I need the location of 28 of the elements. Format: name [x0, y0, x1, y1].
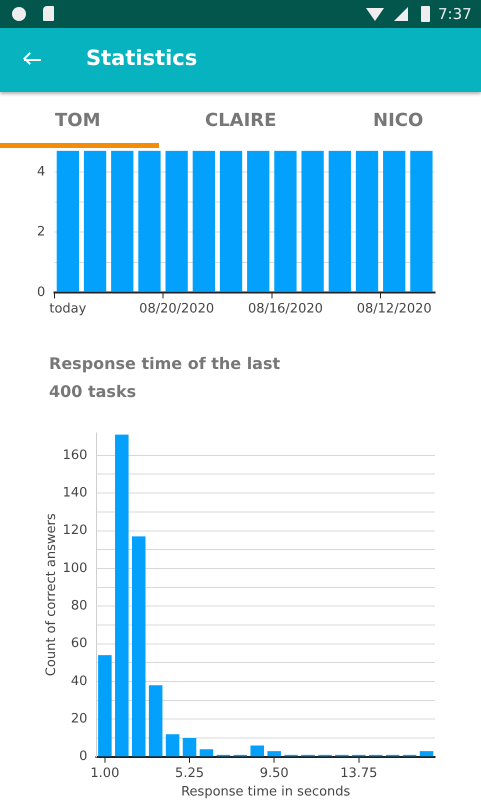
y-tick-label: 40	[70, 674, 88, 689]
y-tick-label: 60	[70, 636, 88, 652]
y-tick-label: 140	[62, 485, 88, 500]
y-tick-label: 160	[62, 448, 88, 463]
x-axis-title: Response time in seconds	[181, 784, 351, 800]
x-tick-label: 1.00	[90, 766, 120, 781]
text: NICO	[373, 110, 424, 131]
y-tick-label: 20	[70, 712, 88, 726]
text: TOM	[55, 110, 100, 131]
y-tick-label: 120	[62, 523, 88, 538]
y-tick-label: 0	[36, 284, 46, 300]
text: Statistics	[86, 46, 198, 70]
y-tick-label: 4	[36, 164, 46, 180]
text: CLAIRE	[205, 110, 276, 131]
y-tick-label: 80	[70, 598, 88, 614]
x-tick-label: 08/16/2020	[248, 302, 323, 317]
x-tick-label: 5.25	[175, 766, 204, 781]
y-tick-label: 100	[62, 560, 88, 576]
chart-title: Response time of the last 400 tasks	[49, 353, 282, 403]
x-tick-label: 08/20/2020	[139, 302, 214, 317]
x-tick-label: 9.50	[260, 766, 289, 781]
text: 7:37	[438, 5, 472, 23]
y-tick-label: 0	[79, 749, 88, 764]
x-tick-label: 08/12/2020	[356, 302, 432, 317]
x-tick-label: today	[49, 302, 87, 317]
y-axis-title: Count of correct answers	[44, 513, 60, 676]
y-tick-label: 2	[36, 224, 46, 240]
x-tick-label: 13.75	[340, 766, 378, 781]
